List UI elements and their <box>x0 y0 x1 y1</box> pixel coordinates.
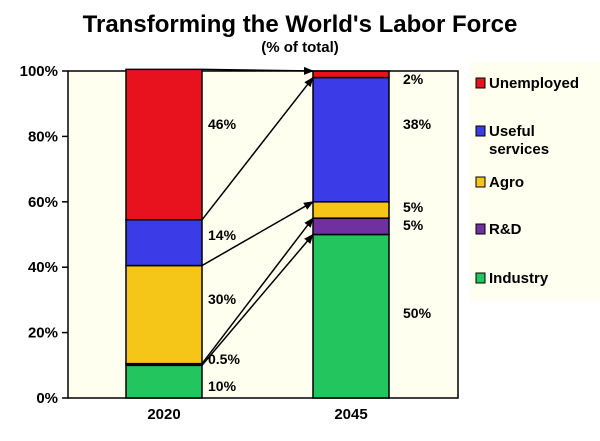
legend-swatch <box>475 223 486 235</box>
legend-swatch <box>475 272 486 284</box>
legend-label: services <box>489 141 549 158</box>
bar-segment <box>125 264 203 365</box>
data-label: 14% <box>208 227 237 243</box>
arrow-connector <box>201 217 314 365</box>
legend-swatch <box>475 77 486 89</box>
arrow-connector <box>201 66 314 75</box>
data-label: 5% <box>403 217 424 233</box>
data-label: 5% <box>403 199 424 215</box>
bar-segment <box>125 219 203 267</box>
legend-label: R&D <box>489 221 522 238</box>
chart-subtitle: (% of total) <box>261 39 338 56</box>
legend-swatch <box>475 176 486 188</box>
arrow-connector <box>201 201 314 267</box>
legend-label: Industry <box>489 270 549 287</box>
bar-segment <box>312 233 390 399</box>
x-tick-label: 2045 <box>334 406 367 423</box>
y-tick-label: 60% <box>28 194 58 211</box>
bar-segment <box>312 76 390 203</box>
data-label: 46% <box>208 116 237 132</box>
legend-label: Unemployed <box>489 75 579 92</box>
data-label: 0.5% <box>208 351 240 367</box>
y-tick-label: 20% <box>28 325 58 342</box>
bar-segment <box>312 217 390 236</box>
y-tick-label: 0% <box>36 390 58 407</box>
bar-segment <box>312 70 390 79</box>
bar-segment <box>312 201 390 219</box>
bar-segment <box>125 68 203 221</box>
legend-label: Agro <box>489 174 524 191</box>
legend-label: Useful <box>489 123 535 140</box>
x-tick-label: 2020 <box>147 406 180 423</box>
data-label: 2% <box>403 71 424 87</box>
data-label: 38% <box>403 116 432 132</box>
y-tick-label: 40% <box>28 259 58 276</box>
arrow-connector <box>201 76 314 221</box>
data-label: 50% <box>403 305 432 321</box>
arrow-connector <box>201 233 314 366</box>
y-tick-label: 100% <box>20 63 58 80</box>
y-tick-label: 80% <box>28 128 58 145</box>
data-label: 10% <box>208 378 237 394</box>
bar-segment <box>125 364 203 399</box>
data-label: 30% <box>208 291 237 307</box>
chart-title: Transforming the World's Labor Force <box>83 11 518 38</box>
legend-swatch <box>475 125 486 137</box>
